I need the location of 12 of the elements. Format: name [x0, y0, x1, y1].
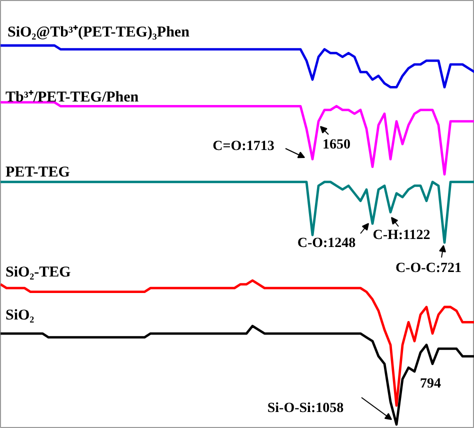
- series-label: SiO₂@Tb³⁺(PET-TEG)₃Phen: [8, 24, 190, 40]
- annotation: C-O-C:721: [395, 261, 462, 276]
- series-label: Tb³⁺/PET-TEG/Phen: [6, 90, 140, 106]
- annotation: C-O:1248: [297, 236, 356, 251]
- annotation: C=O:1713: [212, 139, 274, 154]
- annotation: 794: [420, 376, 441, 392]
- annotation: Si-O-Si:1058: [267, 401, 344, 416]
- series-label: SiO₂-TEG: [6, 264, 72, 280]
- series-label: PET-TEG: [6, 164, 70, 180]
- annotation: 1650: [322, 138, 350, 152]
- series-label: SiO₂: [6, 308, 35, 324]
- annotation: C-H:1122: [372, 228, 430, 243]
